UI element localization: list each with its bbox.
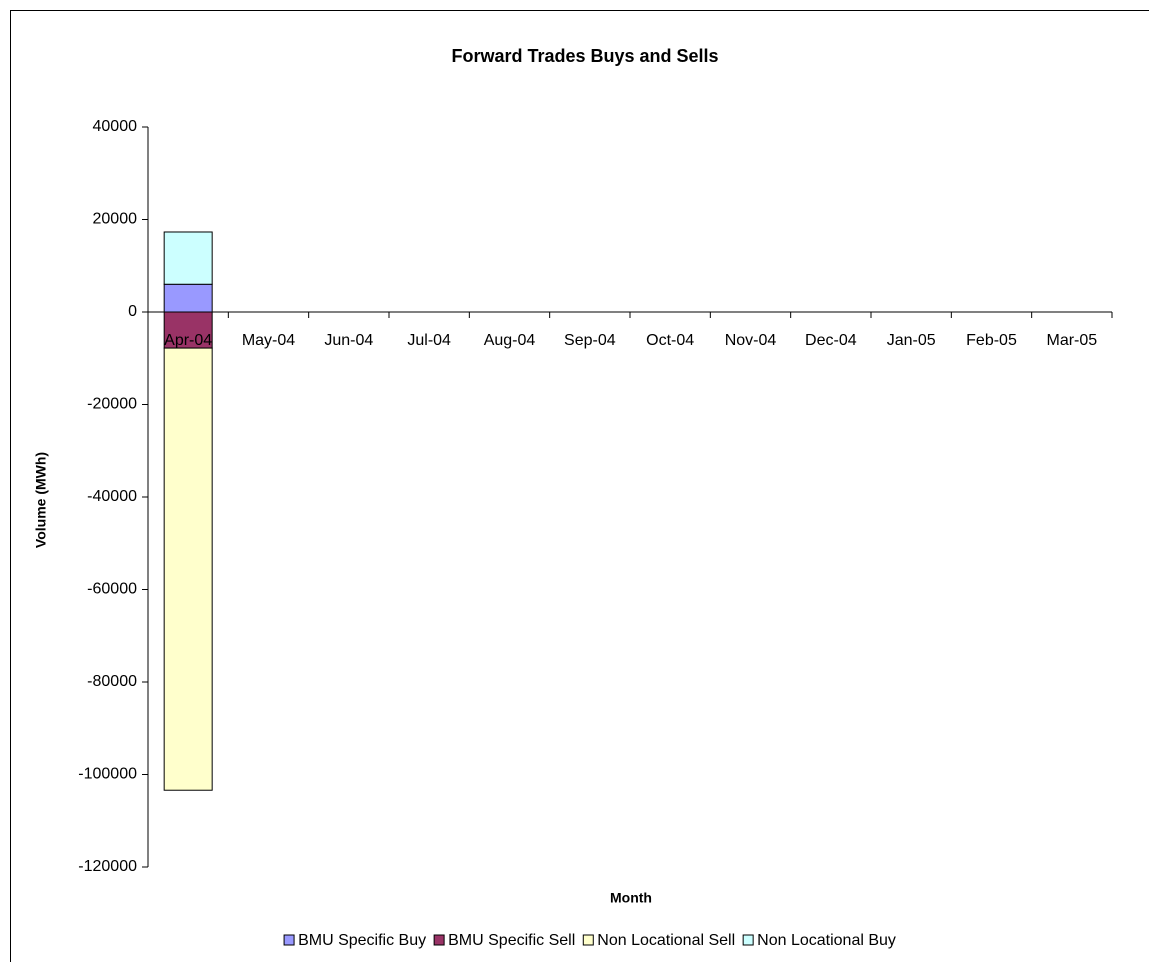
x-axis-label: Month <box>610 890 652 906</box>
y-tick-label: 20000 <box>93 211 138 228</box>
y-tick-label: -100000 <box>78 766 137 783</box>
legend-swatch <box>283 934 295 946</box>
legend-swatch <box>742 934 754 946</box>
y-tick-label: 0 <box>128 303 137 320</box>
legend-swatch <box>433 934 445 946</box>
legend-label: BMU Specific Buy <box>298 932 426 949</box>
y-tick-label: -60000 <box>87 581 137 598</box>
legend-label: BMU Specific Sell <box>448 932 575 949</box>
y-tick-label: 40000 <box>93 118 138 135</box>
x-tick-label: May-04 <box>242 332 295 349</box>
bar <box>163 231 213 285</box>
x-tick-label: Jul-04 <box>407 332 451 349</box>
x-tick-label: Feb-05 <box>966 332 1017 349</box>
x-tick-label: Sep-04 <box>564 332 616 349</box>
y-tick-label: -40000 <box>87 488 137 505</box>
y-tick-label: -120000 <box>78 858 137 875</box>
y-tick-label: -20000 <box>87 396 137 413</box>
x-tick-label: Mar-05 <box>1046 332 1097 349</box>
bar <box>163 283 213 313</box>
x-tick-label: Aug-04 <box>484 332 536 349</box>
x-tick-label: Jun-04 <box>324 332 373 349</box>
bar <box>163 347 213 791</box>
x-tick-label: Apr-04 <box>164 332 212 349</box>
x-tick-label: Dec-04 <box>805 332 857 349</box>
legend-label: Non Locational Sell <box>597 932 735 949</box>
x-tick-label: Oct-04 <box>646 332 694 349</box>
x-tick-label: Nov-04 <box>725 332 777 349</box>
x-tick-label: Jan-05 <box>887 332 936 349</box>
chart-title: Forward Trades Buys and Sells <box>451 46 718 66</box>
legend-swatch <box>582 934 594 946</box>
legend-label: Non Locational Buy <box>757 932 896 949</box>
y-tick-label: -80000 <box>87 673 137 690</box>
y-axis-label: Volume (MWh) <box>33 452 49 548</box>
